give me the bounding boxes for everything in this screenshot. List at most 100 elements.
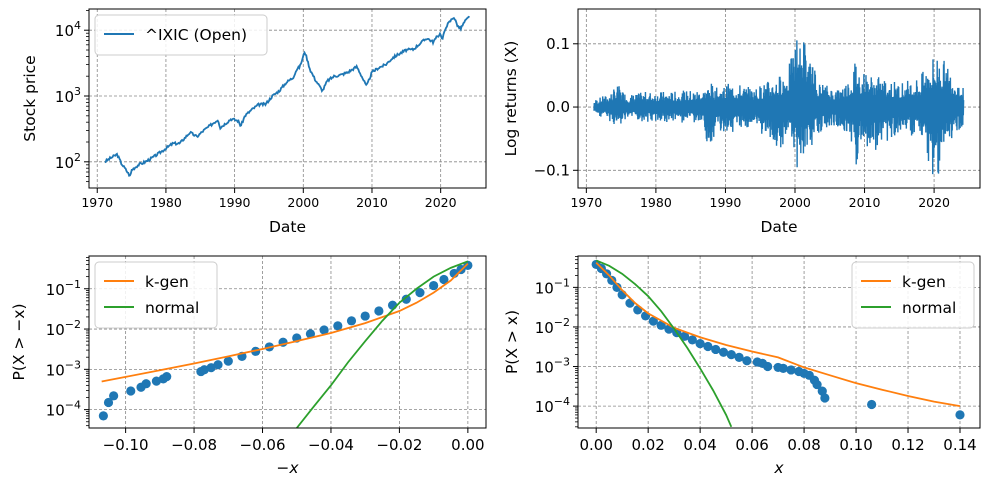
y-tick-label: 10−3 [46,358,81,379]
scatter-point [109,391,119,401]
plot-area [98,260,473,428]
scatter-point [98,411,108,421]
x-tick-label: 2020 [918,195,950,210]
tick-exponent: −4 [65,399,81,412]
y-tick-label: 103 [55,85,81,106]
legend: k-gen normal [94,261,218,329]
x-tick-label: 0.12 [891,436,924,454]
scatter-point [360,311,370,321]
scatter-point [734,352,744,363]
scatter-point [387,300,398,310]
axes-frame [88,8,487,189]
x-tick-label: 2020 [425,195,457,210]
scatter-point [679,331,690,341]
scatter-point [439,274,449,285]
x-tick-label: 0.08 [787,436,820,454]
y-axis-label: Log returns (X) [502,41,520,157]
x-tick-label: 1970 [81,195,113,210]
tick-base: 10 [535,398,554,416]
tick-base: 10 [55,154,74,172]
scatter-point [695,338,705,349]
x-tick-label: 0.04 [683,436,716,454]
scatter-point [333,321,343,331]
scatter-point [648,316,658,326]
tick-exponent: 2 [74,151,81,164]
x-axis-label: x [773,459,784,477]
scatter-point [612,282,622,292]
legend-label: k-gen [902,273,946,291]
tick-base: 10 [55,88,74,106]
y-tick-label: 104 [55,19,81,40]
y-tick-label: 0.1 [546,35,570,53]
scatter-point [817,386,827,396]
tick-exponent: −1 [554,276,570,289]
scatter-point [820,393,830,403]
scatter-point [687,335,697,345]
y-axis-label: Stock price [21,55,39,141]
scatter-point [346,316,357,326]
x-tick-label: 0.00 [451,436,484,454]
tick-exponent: 4 [74,19,81,32]
axes-frame [88,255,487,429]
scatter-point [763,361,773,372]
scatter-point [141,379,151,389]
x-tick-label: 0.02 [631,436,664,454]
tick-exponent: −3 [65,358,81,371]
tick-base: 10 [46,281,65,299]
plot-area [591,259,965,428]
chart-right-tail: 0.00 0.02 0.04 0.06 0.08 0.10 0.12 0.14 x P(X > x… [503,255,981,477]
tick-exponent: −4 [554,395,570,408]
scatter-point [126,386,136,396]
x-tick-label: 2000 [287,195,319,210]
series-line-k-gen [101,262,469,383]
y-tick-label: 10−2 [46,318,81,339]
x-tick-label: −0.04 [308,436,354,454]
x-tick-label: 0.00 [579,436,612,454]
y-tick-label: 10−4 [46,399,81,420]
y-tick-label: 10−3 [535,356,570,377]
x-tick-label: −0.10 [103,436,149,454]
x-tick-label: 2010 [849,195,881,210]
y-tick-label: 10−1 [46,278,81,299]
legend: ^IXIC (Open) [94,14,268,56]
scatter-point [742,356,752,366]
tick-exponent: −2 [554,316,570,329]
scatter-point [711,344,721,355]
tick-base: 10 [535,359,554,377]
scatter-point [374,306,384,316]
x-tick-label: 0.10 [839,436,872,454]
legend-frame [851,261,975,329]
scatter-point [607,275,617,285]
y-tick-label: 10−1 [535,276,570,297]
y-axis-label: P(X > x) [503,310,521,374]
y-tick-label: −0.1 [534,161,570,179]
x-tick-label: 0.14 [943,436,976,454]
chart-left-tail: −0.10 −0.08 −0.06 −0.04 −0.02 0.00 −x P(X > −x)… [10,255,487,477]
x-tick-label: −0.02 [376,436,422,454]
scatter-point [640,311,651,321]
chart-price: 1970 1980 1990 2000 2010 2020 Date Stock price ^… [21,8,487,236]
axes-frame [577,255,981,429]
plot-area [104,15,470,177]
scatter-point [401,294,411,304]
tick-base: 10 [46,402,65,420]
x-tick-label: 1980 [640,195,672,210]
tick-exponent: −2 [65,318,81,331]
tick-base: 10 [535,279,554,297]
series-line-normal [296,260,469,428]
series-line-normal [595,259,733,428]
tick-base: 10 [55,22,74,40]
legend-frame [94,261,218,329]
y-tick-label: 10−4 [535,395,570,416]
tick-base: 10 [46,361,65,379]
scatter-point [703,341,713,352]
scatter-point [955,410,965,420]
x-tick-label: 2010 [356,195,388,210]
scatter-point [617,290,627,300]
chart-returns: 1970 1980 1990 2000 2010 2020 −0.1 0.0 0.1 Date Lo… [502,8,981,236]
scatter-point [429,280,439,291]
x-axis-label: −x [276,459,299,477]
y-tick-label: 10−2 [535,316,570,337]
tick-base: 10 [46,321,65,339]
